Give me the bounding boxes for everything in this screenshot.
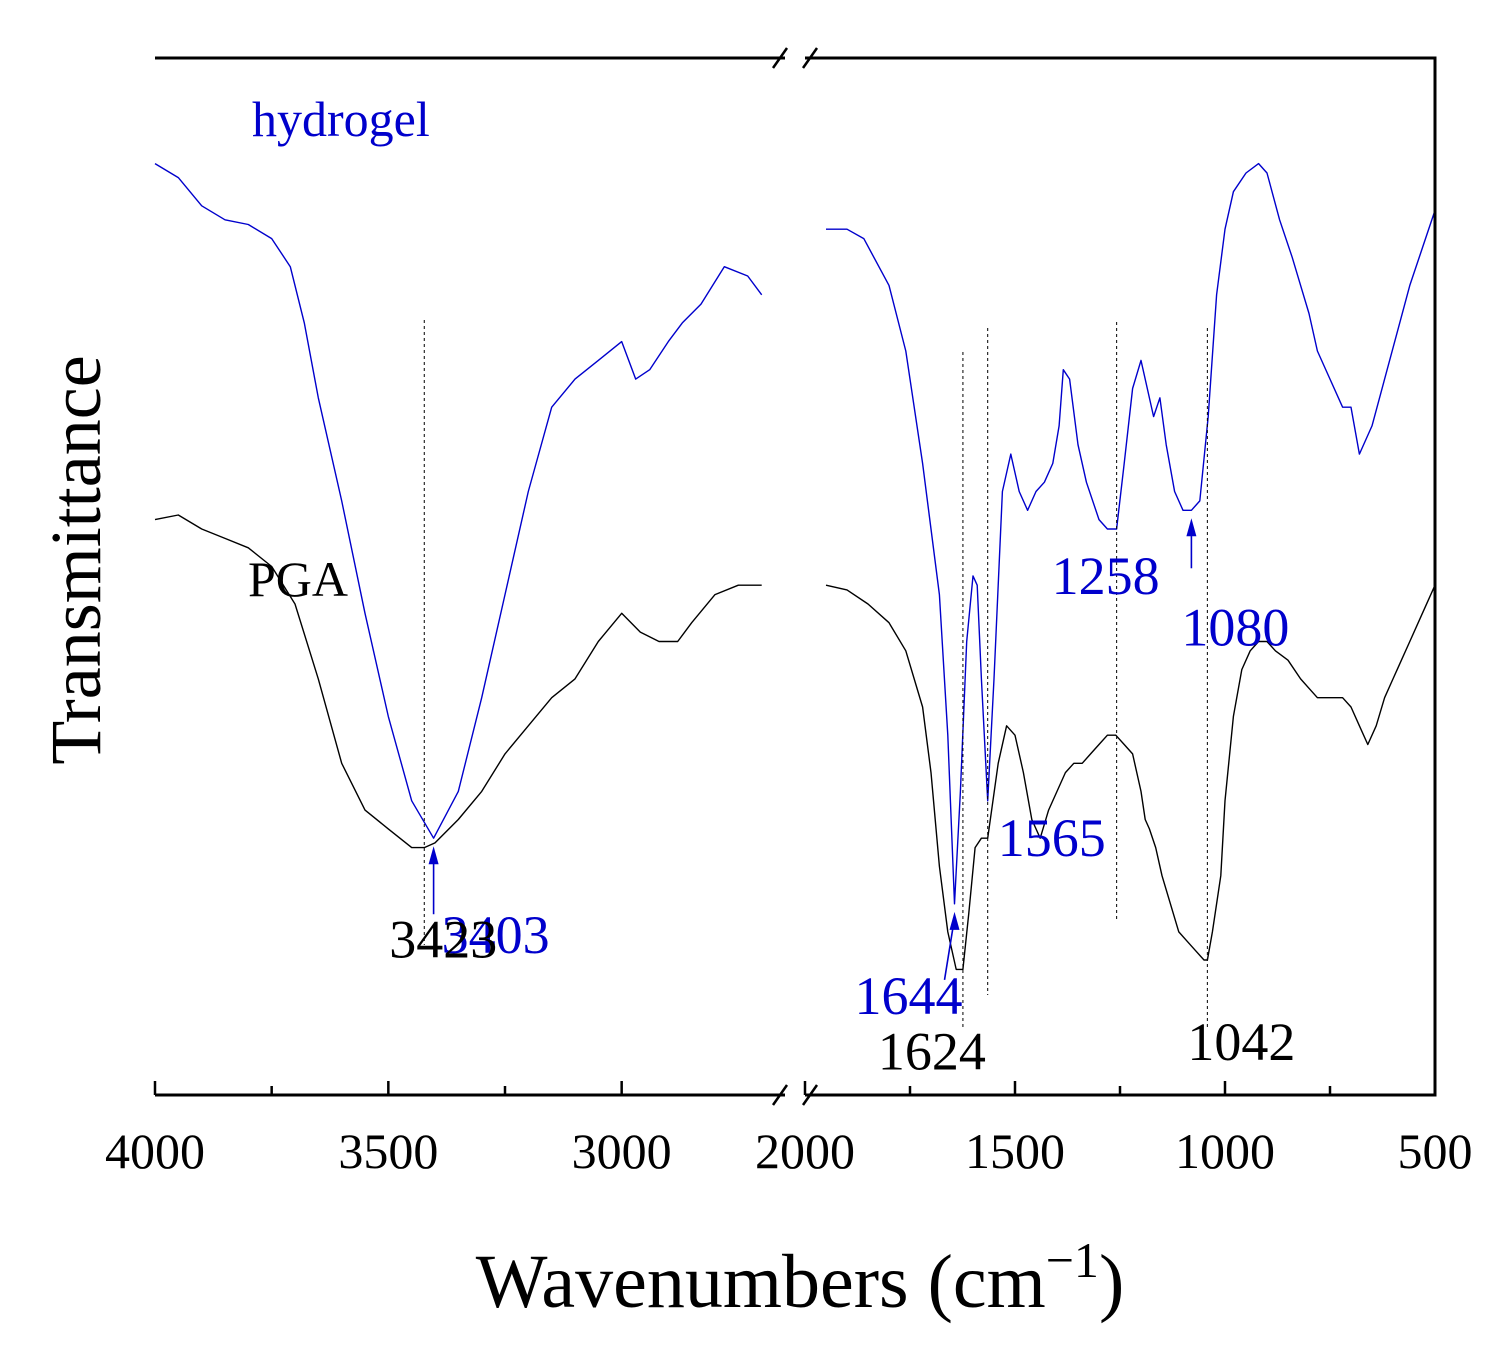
x-tick-label: 3000 (572, 1123, 672, 1179)
series-label-pga: PGA (248, 551, 348, 607)
y-axis-title: Transmittance (36, 355, 116, 764)
peak-label-1080: 1080 (1181, 597, 1289, 657)
peak-label-1644: 1644 (855, 966, 963, 1026)
series-line-pga (825, 584, 1436, 971)
x-axis-title: Wavenumbers (cm−1) (476, 1232, 1125, 1324)
x-axis-title-main: Wavenumbers (cm (476, 1240, 1046, 1324)
peak-label-1624: 1624 (878, 1021, 986, 1081)
x-tick-label: 500 (1398, 1123, 1473, 1179)
series-line-pga (154, 514, 762, 849)
peak-arrow-head (1186, 518, 1197, 537)
x-tick-label: 3500 (338, 1123, 438, 1179)
axis-break-mark (771, 1084, 789, 1106)
peak-guide-lines (423, 320, 1208, 1030)
peak-annotations: 3403 1644 1565 1258 1080 3423 1624 1042 hydrogel… (248, 91, 1295, 1081)
x-tick-label: 1000 (1175, 1123, 1275, 1179)
peak-label-3423: 3423 (389, 910, 497, 970)
series-label-hydrogel: hydrogel (252, 91, 430, 147)
peak-label-3403: 3403 (442, 905, 550, 965)
spectra-curves (154, 162, 1436, 971)
x-tick-label: 4000 (105, 1123, 205, 1179)
axis-break-mark (771, 47, 789, 69)
x-tick-label: 2000 (755, 1123, 855, 1179)
peak-arrow-head (949, 911, 960, 930)
x-axis-title-close: ) (1099, 1240, 1124, 1324)
x-tick-label: 1500 (965, 1123, 1065, 1179)
series-line-hydrogel (826, 162, 1436, 905)
axis-break-mark (801, 1084, 819, 1106)
axis-break-mark (801, 47, 819, 69)
x-axis-title-superscript: −1 (1046, 1232, 1099, 1288)
peak-arrow-head (428, 846, 439, 865)
peak-label-1042: 1042 (1187, 1012, 1295, 1072)
series-line-hydrogel (154, 162, 763, 839)
x-axis-ticks: 4000 3500 3000 2000 1500 1000 500 (105, 1081, 1473, 1179)
peak-label-1565: 1565 (998, 808, 1106, 868)
peak-label-1258: 1258 (1052, 546, 1160, 606)
